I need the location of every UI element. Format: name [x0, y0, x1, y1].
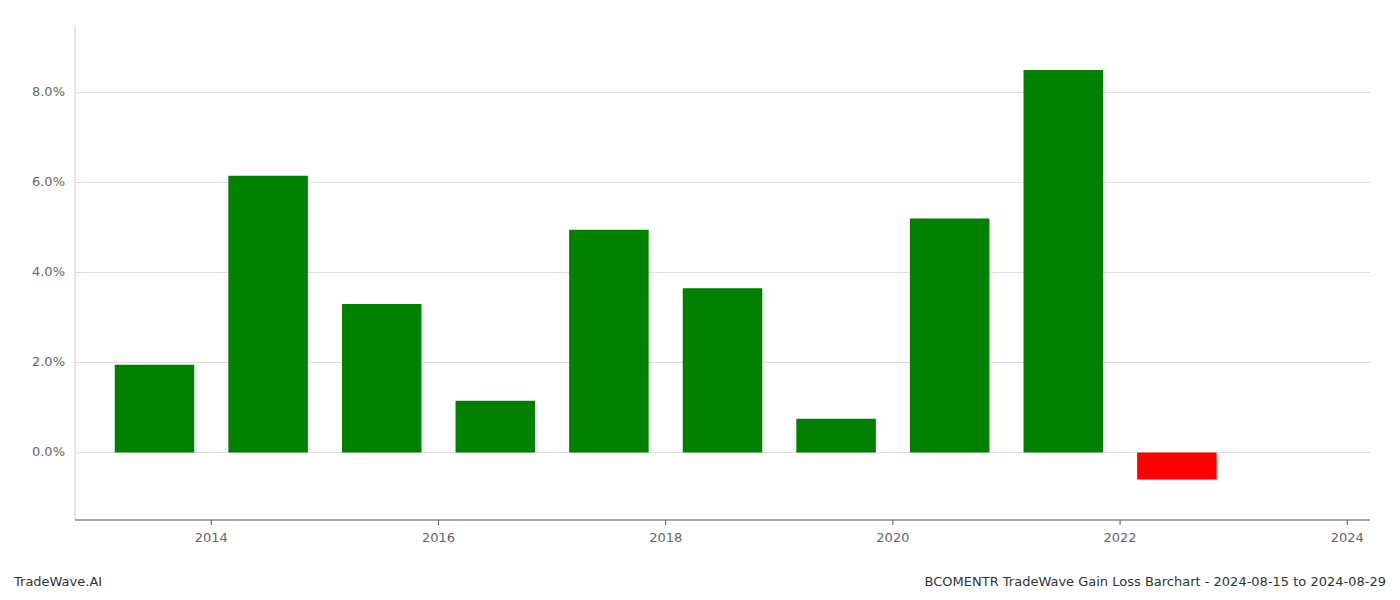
- x-tick-label: 2020: [876, 530, 909, 545]
- x-tick: [665, 520, 666, 525]
- bar: [683, 288, 763, 452]
- y-tick-label: 0.0%: [32, 444, 65, 459]
- x-tick: [438, 520, 439, 525]
- x-axis-line: [75, 519, 1370, 520]
- chart-container: 0.0% 2.0% 4.0% 6.0% 8.0% 2014 2016 2018 2020 2022…: [0, 0, 1400, 600]
- bar: [569, 230, 649, 453]
- y-tick-labels: 0.0% 2.0% 4.0% 6.0% 8.0%: [32, 84, 65, 459]
- chart-title: BCOMENTR TradeWave Gain Loss Barchart - …: [925, 574, 1386, 589]
- x-tick: [892, 520, 893, 525]
- bar: [1024, 70, 1104, 453]
- bar: [342, 304, 422, 453]
- bar: [1137, 453, 1217, 480]
- x-tick-label: 2024: [1331, 530, 1364, 545]
- bar: [796, 419, 876, 453]
- x-tick: [1120, 520, 1121, 525]
- x-ticks: 2014 2016 2018 2020 2022 2024: [195, 520, 1364, 545]
- y-tick-label: 8.0%: [32, 84, 65, 99]
- bar: [228, 176, 308, 453]
- y-tick-label: 2.0%: [32, 354, 65, 369]
- x-tick: [1347, 520, 1348, 525]
- y-tick-label: 6.0%: [32, 174, 65, 189]
- y-axis-line: [75, 25, 76, 520]
- x-tick: [211, 520, 212, 525]
- x-tick-label: 2022: [1104, 530, 1137, 545]
- bar: [910, 219, 990, 453]
- y-tick-label: 4.0%: [32, 264, 65, 279]
- bar: [115, 365, 195, 453]
- grid-line: [75, 92, 1370, 93]
- footer-left: TradeWave.AI: [13, 574, 102, 589]
- x-tick-label: 2018: [649, 530, 682, 545]
- bar: [456, 401, 536, 453]
- chart-svg: 0.0% 2.0% 4.0% 6.0% 8.0% 2014 2016 2018 2020 2022…: [0, 0, 1400, 600]
- x-tick-label: 2014: [195, 530, 228, 545]
- x-tick-label: 2016: [422, 530, 455, 545]
- bars: [115, 70, 1217, 480]
- y-grid: [75, 93, 1370, 453]
